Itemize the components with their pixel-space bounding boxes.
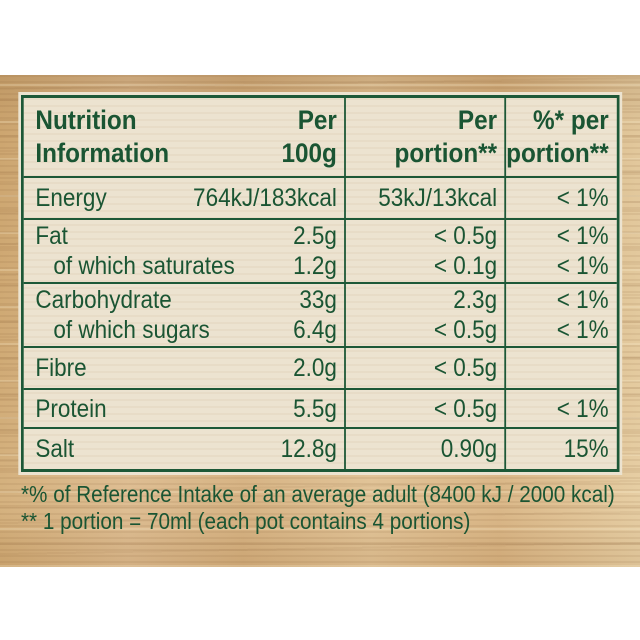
nutrition-row-salt: Salt 12.8g 0.90g 15% xyxy=(23,427,617,469)
sub-row-label: of which saturates xyxy=(53,252,235,280)
per-100g-value: 2.0g xyxy=(293,354,337,382)
percent-line-2: portion** xyxy=(506,138,609,168)
percent-value: < 1% xyxy=(556,222,609,250)
carbohydrate-portion-cell: 2.3g < 0.5g xyxy=(344,284,504,346)
reference-intake-footnote: *% of Reference Intake of an average adu… xyxy=(21,481,615,507)
per-100g-sub-value: 1.2g xyxy=(293,252,337,280)
fat-portion-cell: < 0.5g < 0.1g xyxy=(344,220,504,282)
row-label: Energy xyxy=(35,184,107,212)
per-100g-value: 33g xyxy=(299,286,337,314)
per100-line-1: Per xyxy=(297,105,337,135)
per-portion-value: 53kJ/13kcal xyxy=(378,184,498,212)
portion-size-footnote: ** 1 portion = 70ml (each pot contains 4… xyxy=(21,508,471,534)
per-portion-value: < 0.5g xyxy=(433,354,498,382)
energy-percent-cell: < 1% xyxy=(504,178,617,218)
row-label: Protein xyxy=(35,394,107,423)
per-portion-value: < 0.5g xyxy=(433,222,498,250)
nutrition-information-title: Nutrition Information xyxy=(35,104,169,170)
nutrition-row-energy: Energy 764kJ/183kcal 53kJ/13kcal < 1% xyxy=(23,176,617,218)
per-100g-value: 5.5g xyxy=(293,394,337,423)
energy-label-cell: Energy 764kJ/183kcal xyxy=(24,178,344,218)
header-cell-per-portion: Per portion** xyxy=(344,98,504,176)
per-100g-value: 764kJ/183kcal xyxy=(193,184,337,212)
nutrition-row-fat: Fat 2.5g of which saturates 1.2g < 0.5g … xyxy=(23,218,617,282)
nutrition-row-protein: Protein 5.5g < 0.5g < 1% xyxy=(23,388,617,427)
table-header-row: Nutrition Information Per 100g Per porti… xyxy=(24,98,617,176)
row-label: Carbohydrate xyxy=(35,286,172,314)
nutrition-table: Nutrition Information Per 100g Per porti… xyxy=(21,95,620,472)
row-label: Fat xyxy=(35,222,68,250)
protein-label-cell: Protein 5.5g xyxy=(24,390,344,427)
sub-row-label: of which sugars xyxy=(53,316,210,344)
per-portion-value: < 0.5g xyxy=(433,394,498,423)
fibre-percent-cell xyxy=(504,348,617,388)
fibre-label-cell: Fibre 2.0g xyxy=(24,348,344,388)
salt-label-cell: Salt 12.8g xyxy=(24,429,344,469)
fat-label-cell: Fat 2.5g of which saturates 1.2g xyxy=(24,220,344,282)
nutrition-row-fibre: Fibre 2.0g < 0.5g xyxy=(23,346,617,388)
energy-portion-cell: 53kJ/13kcal xyxy=(344,178,504,218)
percent-value: < 1% xyxy=(556,184,609,212)
percent-sub-value: < 1% xyxy=(556,316,609,344)
salt-portion-cell: 0.90g xyxy=(344,429,504,469)
footnotes: *% of Reference Intake of an average adu… xyxy=(21,481,620,535)
per-100g-header: Per 100g xyxy=(282,104,337,170)
nutrition-label: Nutrition Information Per 100g Per porti… xyxy=(21,95,620,535)
protein-percent-cell: < 1% xyxy=(504,390,617,427)
per-portion-value: 2.3g xyxy=(453,286,498,314)
protein-portion-cell: < 0.5g xyxy=(344,390,504,427)
nutrition-row-carbohydrate: Carbohydrate 33g of which sugars 6.4g 2.… xyxy=(23,282,617,346)
salt-percent-cell: 15% xyxy=(504,429,617,469)
fibre-portion-cell: < 0.5g xyxy=(344,348,504,388)
per-portion-sub-value: < 0.1g xyxy=(433,252,498,280)
per-100g-sub-value: 6.4g xyxy=(293,316,337,344)
per-100g-value: 12.8g xyxy=(280,435,337,463)
per-100g-value: 2.5g xyxy=(293,222,337,250)
title-line-2: Information xyxy=(35,138,170,168)
fat-percent-cell: < 1% < 1% xyxy=(504,220,617,282)
percent-value: < 1% xyxy=(556,394,609,423)
header-cell-percent-portion: %* per portion** xyxy=(504,98,617,176)
percent-line-1: %* per xyxy=(533,105,609,135)
per-portion-header: Per portion** xyxy=(346,104,498,170)
percent-sub-value: < 1% xyxy=(556,252,609,280)
per100-line-2: 100g xyxy=(281,138,337,168)
percent-per-portion-header: %* per portion** xyxy=(506,104,609,170)
portion-line-1: Per xyxy=(457,105,498,135)
per-portion-value: 0.90g xyxy=(440,435,498,463)
row-label: Salt xyxy=(35,435,75,463)
per-portion-sub-value: < 0.5g xyxy=(433,316,498,344)
carbohydrate-percent-cell: < 1% < 1% xyxy=(504,284,617,346)
carbohydrate-label-cell: Carbohydrate 33g of which sugars 6.4g xyxy=(24,284,344,346)
portion-line-2: portion** xyxy=(394,138,498,168)
percent-value: 15% xyxy=(563,435,609,463)
title-line-1: Nutrition xyxy=(35,105,137,135)
row-label: Fibre xyxy=(35,354,87,382)
header-cell-nutrition-per100g: Nutrition Information Per 100g xyxy=(24,98,344,176)
percent-value: < 1% xyxy=(556,286,609,314)
